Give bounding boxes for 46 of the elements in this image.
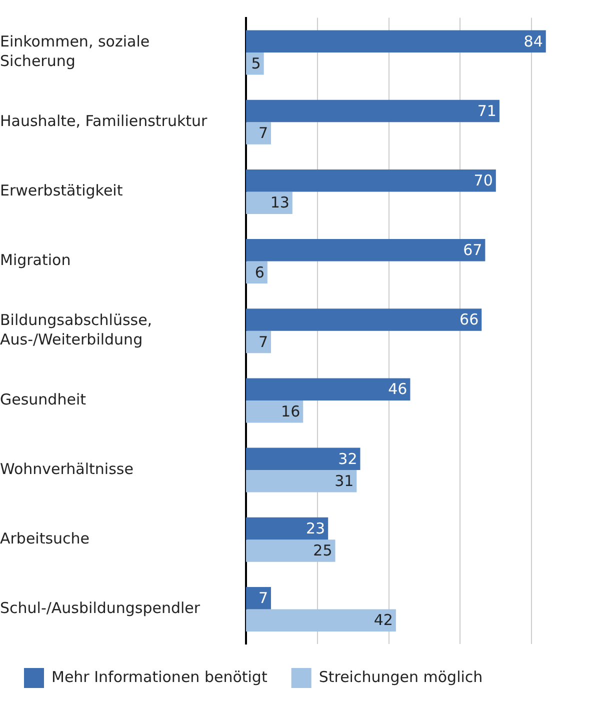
bar xyxy=(246,448,360,470)
data-label: 7 xyxy=(258,124,268,142)
y-tick-label: Wohnverhältnisse xyxy=(0,460,134,478)
bar xyxy=(246,470,357,492)
bar xyxy=(246,400,304,423)
data-label: 7 xyxy=(258,332,268,351)
data-label: 7 xyxy=(258,588,268,607)
y-tick-label: Einkommen, soziale Sicherung xyxy=(0,32,150,70)
bar xyxy=(246,378,410,400)
legend-label: Mehr Informationen benötigt xyxy=(52,668,268,686)
data-label: 13 xyxy=(270,194,290,212)
y-tick-label: Arbeitsuche xyxy=(0,530,90,548)
data-label: 5 xyxy=(251,54,261,73)
data-label: 84 xyxy=(524,32,543,50)
data-label: 66 xyxy=(460,310,479,329)
bar xyxy=(246,169,496,192)
data-label: 32 xyxy=(338,450,358,468)
data-label: 67 xyxy=(463,241,482,260)
data-label: 42 xyxy=(374,611,393,630)
data-label: 71 xyxy=(477,102,496,120)
y-tick-label: Migration xyxy=(0,251,71,270)
bar xyxy=(246,330,271,354)
bar xyxy=(246,30,546,53)
bar xyxy=(246,609,396,632)
y-tick-label: Haushalte, Familienstruktur xyxy=(0,112,208,130)
bar xyxy=(246,192,292,214)
y-tick-label: Bildungsabschlüsse, Aus-/Weiterbildung xyxy=(0,311,152,349)
bar xyxy=(246,122,271,144)
data-label: 25 xyxy=(313,542,332,560)
y-tick-label: Gesundheit xyxy=(0,390,86,408)
bar xyxy=(246,540,336,562)
data-label: 23 xyxy=(306,519,326,538)
bar xyxy=(246,239,486,262)
bar xyxy=(246,100,500,122)
data-label: 6 xyxy=(254,263,264,282)
data-label: 31 xyxy=(334,472,354,490)
bar xyxy=(246,517,328,540)
bar xyxy=(246,308,482,331)
y-tick-label: Schul-/Ausbildungspendler xyxy=(0,599,201,618)
y-tick-label: Erwerbstätigkeit xyxy=(0,182,123,200)
data-label: 16 xyxy=(281,402,300,420)
legend-label: Streichungen möglich xyxy=(318,668,483,686)
data-label: 46 xyxy=(388,380,408,398)
bar xyxy=(246,586,271,610)
bar xyxy=(246,52,264,75)
data-label: 70 xyxy=(474,171,493,190)
